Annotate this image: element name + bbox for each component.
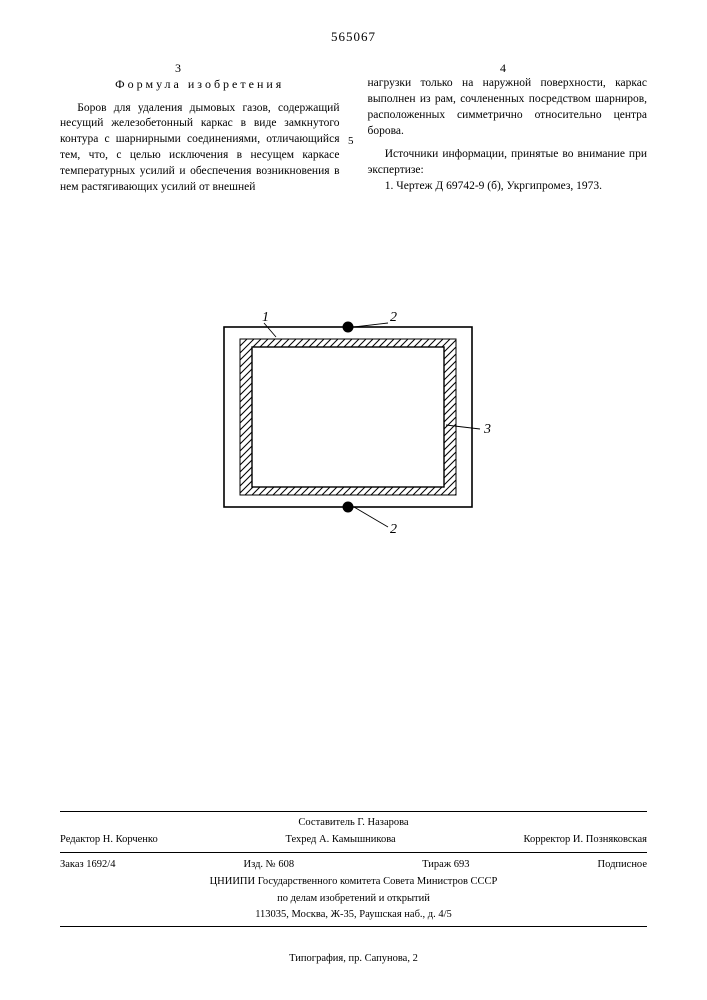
col-page-right: 4	[500, 60, 506, 76]
footer-izd: Изд. № 608	[244, 858, 295, 872]
typography-line: Типография, пр. Сапунова, 2	[0, 952, 707, 966]
footer-corrector: Корректор И. Позняковская	[523, 833, 647, 847]
svg-text:3: 3	[483, 422, 491, 437]
figure: 1 2 2 3	[0, 310, 707, 535]
footer-editor: Редактор Н. Корченко	[60, 833, 158, 847]
footer-tech: Техред А. Камышникова	[285, 833, 395, 847]
footer-sub: Подписное	[598, 858, 647, 872]
footer-compiler: Составитель Г. Назарова	[60, 815, 647, 831]
col-page-left: 3	[175, 60, 181, 76]
right-para-1: нагрузки только на наружной поверхности,…	[368, 76, 648, 139]
formula-heading: Формула изобретения	[60, 76, 340, 93]
right-column: нагрузки только на наружной поверхности,…	[368, 76, 648, 196]
right-para-3: 1. Чертеж Д 69742-9 (б), Укргипромез, 19…	[368, 179, 648, 195]
text-columns: Формула изобретения Боров для удаления д…	[60, 76, 647, 196]
footer-tirazh: Тираж 693	[422, 858, 469, 872]
footer-org2: по делам изобретений и открытий	[60, 891, 647, 907]
figure-svg: 1 2 2 3	[214, 310, 494, 535]
svg-text:1: 1	[262, 310, 269, 325]
right-para-2: Источники информации, принятые во вниман…	[368, 147, 648, 179]
footer-addr: 113035, Москва, Ж-35, Раушская наб., д. …	[60, 907, 647, 923]
svg-text:2: 2	[390, 310, 397, 325]
footer-org1: ЦНИИПИ Государственного комитета Совета …	[60, 874, 647, 890]
left-column: Формула изобретения Боров для удаления д…	[60, 76, 340, 196]
left-para: Боров для удаления дымовых газов, содерж…	[60, 101, 340, 196]
svg-text:2: 2	[390, 522, 397, 535]
patent-number: 565067	[0, 28, 707, 46]
footer: Составитель Г. Назарова Редактор Н. Корч…	[60, 808, 647, 930]
footer-order: Заказ 1692/4	[60, 858, 115, 872]
